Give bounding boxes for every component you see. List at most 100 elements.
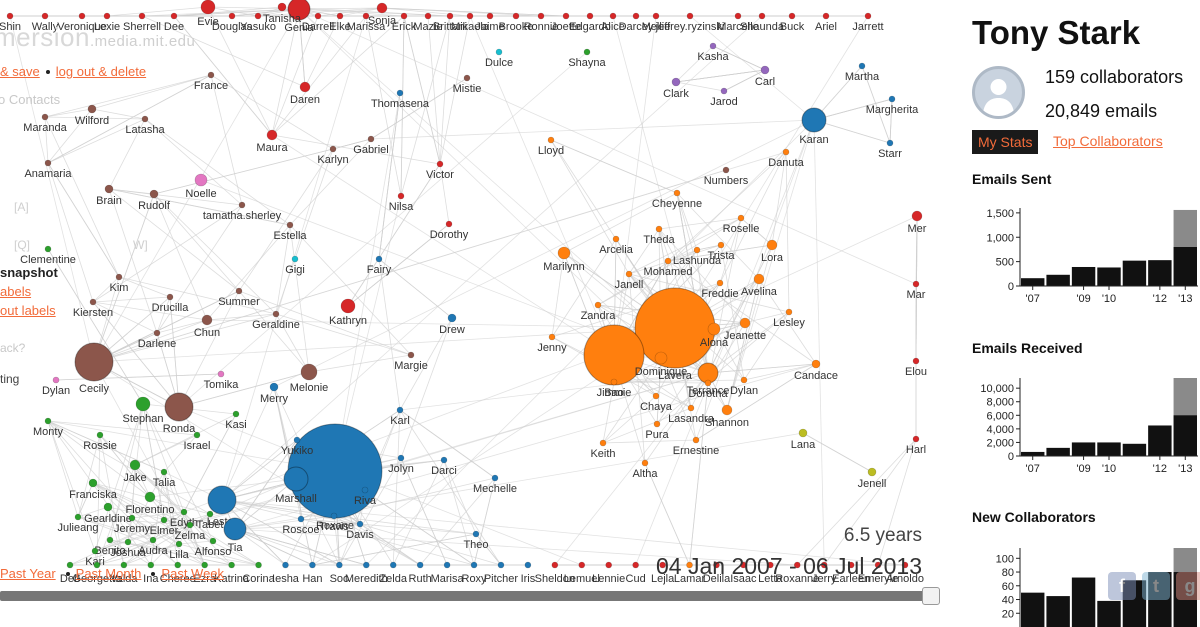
contact-node-zelda[interactable]: Zelda xyxy=(379,561,408,585)
contact-node-dot[interactable] xyxy=(798,428,808,438)
contact-node-dot[interactable] xyxy=(583,48,591,56)
contact-node-cheyenne[interactable]: Cheyenne xyxy=(652,189,702,210)
contact-node-jerry[interactable]: Jerry xyxy=(812,561,837,585)
bar[interactable] xyxy=(1173,415,1197,456)
contact-node-soo[interactable]: Soo xyxy=(330,561,350,585)
contact-node-jenny[interactable]: Jenny xyxy=(537,333,567,354)
contact-node-isaac[interactable]: Isaac xyxy=(730,561,757,585)
bar[interactable] xyxy=(1021,278,1045,286)
contact-node-gabriel[interactable]: Gabriel xyxy=(353,135,389,156)
contact-node-danuta[interactable]: Danuta xyxy=(768,148,805,169)
contact-node-dot[interactable] xyxy=(396,406,404,414)
contact-node-dot[interactable] xyxy=(89,298,97,306)
contact-node-davis[interactable]: Davis xyxy=(346,520,374,541)
contact-node-elmer[interactable]: Elmer xyxy=(150,516,179,537)
contact-node-dot[interactable] xyxy=(400,12,408,20)
contact-node-harl[interactable]: Harl xyxy=(906,435,926,456)
contact-node-dot[interactable] xyxy=(367,135,375,143)
contact-node-dot[interactable] xyxy=(174,561,182,569)
contact-node-drucilla[interactable]: Drucilla xyxy=(152,293,190,314)
contact-node-dot[interactable] xyxy=(217,370,225,378)
contact-node-dot[interactable] xyxy=(149,536,157,544)
contact-node-dot[interactable] xyxy=(91,547,99,555)
contact-node-dot[interactable] xyxy=(329,145,337,153)
contact-node-dot[interactable] xyxy=(193,431,201,439)
contact-node-dot[interactable] xyxy=(194,173,208,187)
contact-node-dot[interactable] xyxy=(300,363,318,381)
facebook-share-icon[interactable]: f xyxy=(1108,572,1136,600)
contact-node-dot[interactable] xyxy=(673,189,681,197)
contact-node-riva[interactable]: Riva xyxy=(354,486,377,507)
contact-node-dot[interactable] xyxy=(41,12,49,20)
bar[interactable] xyxy=(1122,443,1147,456)
contact-node-dot[interactable] xyxy=(901,561,909,569)
contact-node-dot[interactable] xyxy=(375,255,383,263)
contact-node-dorotha[interactable]: Dorotha xyxy=(688,379,728,400)
bar[interactable] xyxy=(1148,260,1172,286)
contact-node-freddie[interactable]: Freddie xyxy=(701,279,739,300)
contact-node-theo[interactable]: Theo xyxy=(463,530,489,551)
contact-node-dot[interactable] xyxy=(822,12,830,20)
contact-node-dot[interactable] xyxy=(144,491,156,503)
contact-node-genia[interactable]: Genia xyxy=(284,0,315,34)
contact-node-darci[interactable]: Darci xyxy=(431,456,457,477)
contact-node-dot[interactable] xyxy=(782,148,790,156)
contact-node-dot[interactable] xyxy=(470,561,478,569)
contact-node-dot[interactable] xyxy=(436,160,444,168)
contact-node-nilsa[interactable]: Nilsa xyxy=(389,192,414,213)
contact-node-elou[interactable]: Elou xyxy=(905,357,927,378)
contact-node-stephan[interactable]: Stephan xyxy=(123,396,164,425)
bar[interactable] xyxy=(1071,442,1096,456)
contact-node-lavera[interactable]: Lavera xyxy=(634,287,716,382)
contact-node-darlene[interactable]: Darlene xyxy=(138,329,177,350)
contact-node-dot[interactable] xyxy=(52,376,60,384)
contact-node-mar[interactable]: Mar xyxy=(907,280,926,301)
contact-node-fairy[interactable]: Fairy xyxy=(367,255,392,276)
contact-node-dot[interactable] xyxy=(652,392,660,400)
contact-node-dot[interactable] xyxy=(160,516,168,524)
contact-node-mikaela[interactable]: Mikaela xyxy=(451,12,490,33)
feedback-question[interactable]: ack? xyxy=(0,341,26,355)
contact-node-dot[interactable] xyxy=(472,530,480,538)
contact-node-dot[interactable] xyxy=(634,287,716,369)
contact-node-dot[interactable] xyxy=(207,71,215,79)
contact-node-dot[interactable] xyxy=(128,514,136,522)
contact-node-dot[interactable] xyxy=(389,561,397,569)
contact-node-dot[interactable] xyxy=(175,540,183,548)
save-link[interactable]: & save xyxy=(0,64,40,79)
contact-node-pura[interactable]: Pura xyxy=(645,420,669,441)
contact-node-dot[interactable] xyxy=(760,65,770,75)
contact-node-wilford[interactable]: Wilford xyxy=(75,104,109,127)
contact-node-dot[interactable] xyxy=(874,561,882,569)
contact-node-dot[interactable] xyxy=(160,468,168,476)
contact-node-sheldon[interactable]: Sheldon xyxy=(535,561,575,585)
contact-node-lennie[interactable]: Lennie xyxy=(592,561,625,585)
contact-node-dot[interactable] xyxy=(551,561,559,569)
contact-node-dot[interactable] xyxy=(445,220,453,228)
contact-node-joette[interactable]: Joette xyxy=(551,12,581,33)
contact-node-dot[interactable] xyxy=(291,255,299,263)
contact-node-dot[interactable] xyxy=(424,12,432,20)
contact-node-travis[interactable]: Travis xyxy=(319,512,349,533)
contact-node-dot[interactable] xyxy=(206,510,214,518)
contact-node-dot[interactable] xyxy=(625,270,633,278)
contact-node-dot[interactable] xyxy=(466,12,474,20)
contact-node-roxanne[interactable]: Roxanne xyxy=(775,561,819,585)
contact-node-jeremy[interactable]: Jeremy xyxy=(114,514,151,535)
contact-node-lana[interactable]: Lana xyxy=(791,428,816,451)
graph-nodes[interactable]: RoxaneLaveraJimmieCecilyRondaLesterKaran… xyxy=(0,0,927,585)
contact-node-dot[interactable] xyxy=(286,221,294,229)
contact-node-dot[interactable] xyxy=(671,77,681,87)
contact-node-lejla[interactable]: Lejla xyxy=(651,561,675,585)
contact-node-altha[interactable]: Altha xyxy=(632,459,658,480)
contact-node-letta[interactable]: Letta xyxy=(758,561,783,585)
contact-node-dot[interactable] xyxy=(547,136,555,144)
contact-node-dot[interactable] xyxy=(44,159,52,167)
contact-node-dot[interactable] xyxy=(66,561,74,569)
contact-node-dot[interactable] xyxy=(632,12,640,20)
contact-node-iesha[interactable]: Iesha xyxy=(272,561,300,585)
contact-node-dot[interactable] xyxy=(336,561,343,569)
contact-node-marisa[interactable]: Marisa xyxy=(431,561,465,585)
contact-node-brain[interactable]: Brain xyxy=(96,184,122,207)
contact-node-sonja[interactable]: Sonja xyxy=(368,2,397,27)
